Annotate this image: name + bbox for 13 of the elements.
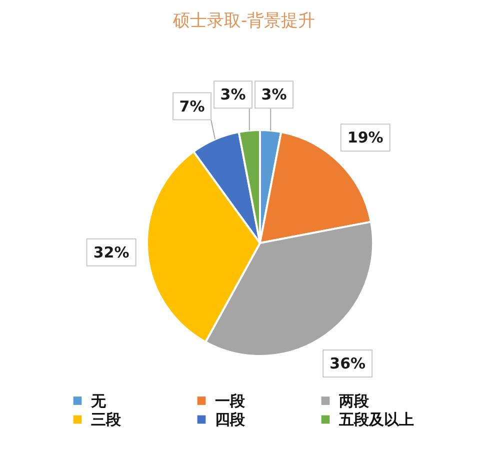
legend-label: 三段 xyxy=(91,410,122,428)
data-label: 3% xyxy=(220,86,246,104)
legend-label: 无 xyxy=(90,392,107,410)
legend-label: 一段 xyxy=(215,392,246,410)
legend-label: 五段及以上 xyxy=(338,410,414,428)
data-label: 19% xyxy=(347,128,384,147)
data-label: 36% xyxy=(330,354,366,373)
legend-label: 四段 xyxy=(215,410,246,428)
chart-title: 硕士录取-背景提升 xyxy=(172,11,316,31)
data-label: 3% xyxy=(261,86,287,104)
data-label: 32% xyxy=(93,243,130,262)
legend-label: 两段 xyxy=(338,392,370,410)
data-label: 7% xyxy=(179,97,205,116)
